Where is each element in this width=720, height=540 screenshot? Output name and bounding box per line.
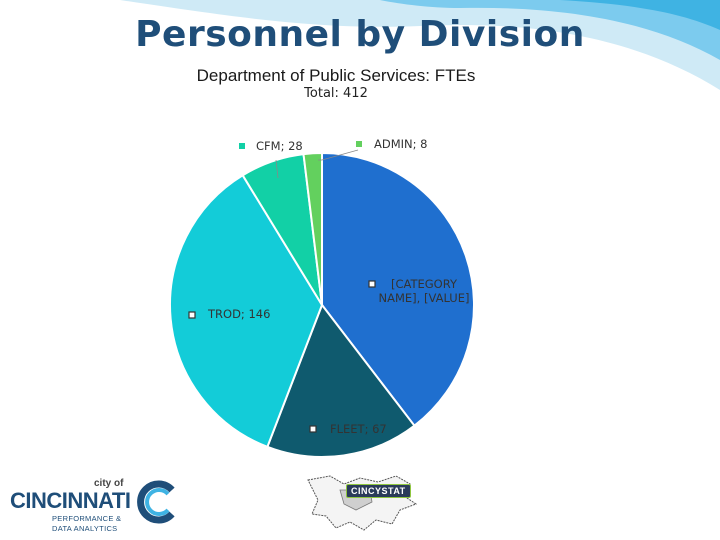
data-label: FLEET; 67 bbox=[330, 422, 387, 436]
pie-slice-category-name bbox=[321, 151, 475, 428]
cincinnati-map-outline-icon bbox=[307, 475, 418, 531]
leader-line bbox=[275, 159, 279, 179]
logo-city-of: city of bbox=[94, 478, 124, 489]
logo-tagline-2: DATA ANALYTICS bbox=[52, 524, 118, 533]
pie-slice-admin bbox=[302, 151, 323, 306]
header-wave-background bbox=[120, 0, 720, 90]
data-label: CFM; 28 bbox=[256, 139, 303, 153]
data-label: ADMIN; 8 bbox=[374, 137, 428, 151]
label-marker bbox=[188, 311, 196, 319]
label-marker bbox=[368, 280, 376, 288]
city-of-cincinnati-logo: city of CINCINNATI PERFORMANCE & DATA AN… bbox=[8, 474, 178, 538]
page-subtitle: Department of Public Services: FTEs bbox=[196, 66, 476, 85]
pie-slice-fleet bbox=[266, 302, 416, 458]
data-label: TROD; 146 bbox=[207, 307, 270, 321]
chart-total: Total: 412 bbox=[304, 86, 368, 101]
label-marker bbox=[356, 141, 362, 147]
data-label: [CATEGORY NAME], [VALUE] bbox=[379, 277, 470, 305]
label-marker bbox=[309, 425, 317, 433]
cincystat-logo: CINCYSTAT bbox=[300, 470, 430, 536]
logo-tagline-1: PERFORMANCE & bbox=[52, 514, 122, 523]
leader-line bbox=[318, 149, 359, 161]
logo-c-mark-icon bbox=[137, 480, 175, 524]
cincystat-badge: CINCYSTAT bbox=[346, 484, 411, 498]
logo-name: CINCINNATI bbox=[10, 488, 131, 513]
page-title: Personnel by Division bbox=[135, 14, 585, 55]
label-marker bbox=[239, 143, 245, 149]
